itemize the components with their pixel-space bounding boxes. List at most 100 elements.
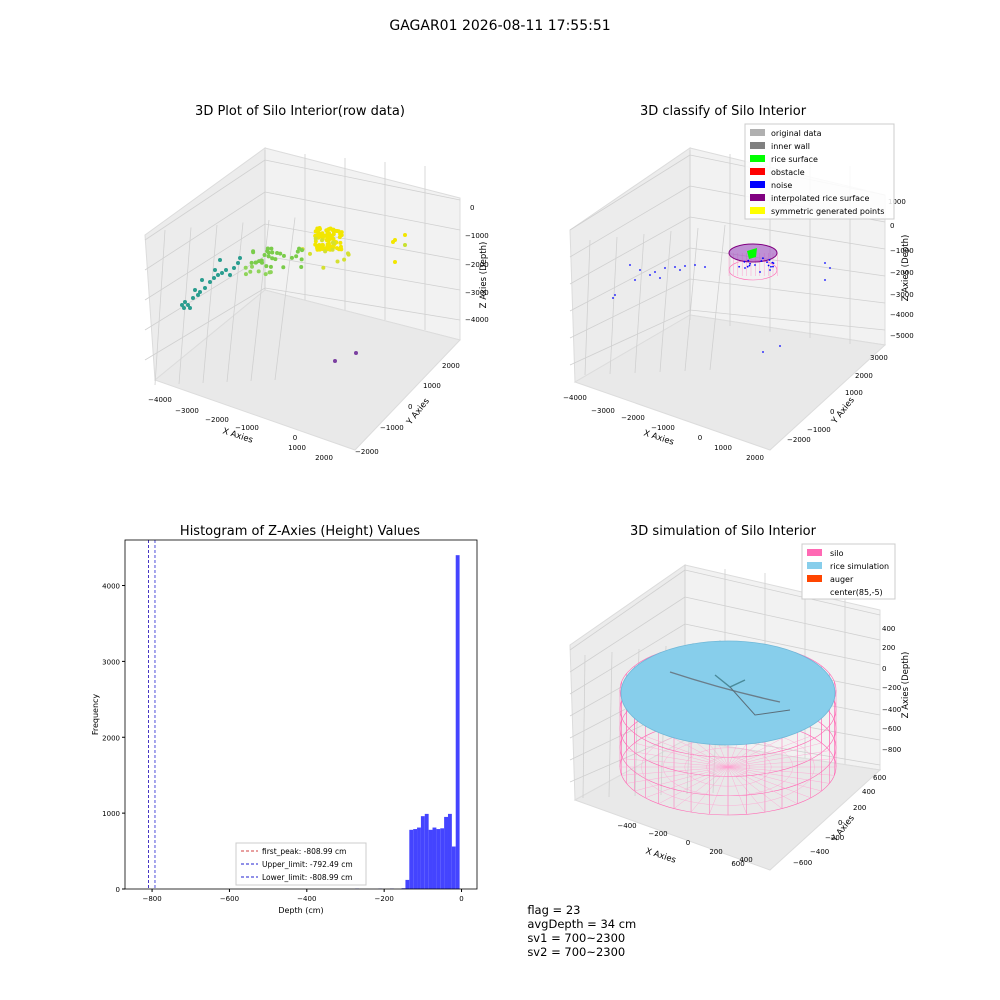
legend-swatch	[750, 181, 765, 188]
p4-xtick: −200	[648, 830, 667, 838]
scatter-point	[327, 235, 332, 240]
p4-ztick: 400	[882, 625, 895, 633]
noise-point	[769, 269, 771, 271]
p2-gridline	[689, 216, 886, 250]
noise-point	[759, 271, 761, 273]
scatter-point	[265, 249, 270, 254]
figure-title: GAGAR01 2026-08-11 17:55:51	[389, 18, 611, 34]
p4-xtick: 0	[686, 839, 690, 847]
scatter-point	[270, 250, 275, 255]
p2-gridline	[584, 239, 591, 376]
hist-frame	[124, 539, 478, 890]
hist-bar	[447, 813, 452, 889]
scatter-point	[236, 261, 240, 265]
p4-floor-pane	[573, 739, 882, 871]
silo-floor-spoke	[727, 766, 830, 784]
p1-gridline	[144, 191, 266, 271]
noise-point	[654, 271, 656, 273]
p4-gridline	[684, 596, 881, 641]
p2-xtick: −4000	[563, 394, 587, 402]
silo-floor-spoke	[690, 766, 729, 813]
p2-ztick: −4000	[890, 311, 914, 319]
legend-label: symmetric generated points	[771, 207, 884, 216]
p1-zlabel: Z Axies (Depth)	[479, 242, 489, 309]
hist-ytick: 2000	[102, 734, 120, 742]
p2-gridline	[684, 227, 699, 372]
status-flag: flag = 23	[527, 903, 581, 917]
p4-ytick: 0	[838, 819, 842, 827]
scatter-point	[335, 259, 340, 264]
scatter-point	[324, 228, 329, 233]
silo-floor-spoke	[645, 735, 729, 768]
legend-label: interpolated rice surface	[771, 194, 869, 203]
p2-gridline	[709, 224, 726, 371]
p4-ztick: −400	[882, 706, 901, 714]
scatter-point	[331, 241, 336, 246]
p1-gridline	[274, 217, 296, 381]
p1-floor-pane	[153, 289, 461, 451]
legend-label: rice surface	[771, 155, 818, 164]
scatter-point	[318, 232, 323, 237]
p1-ytick: 0	[408, 403, 412, 411]
silo-floor-spoke	[645, 766, 729, 799]
scatter-point	[188, 306, 192, 310]
scatter-point	[323, 249, 328, 254]
p2-gridline	[689, 247, 886, 277]
scatter-point	[330, 227, 335, 232]
scatter-point	[330, 244, 335, 249]
hist-bar	[455, 555, 460, 889]
p1-gridline	[264, 191, 461, 231]
noise-point	[768, 259, 771, 261]
scatter-point	[313, 236, 318, 241]
hist-legend-label: Upper_limit: -792.49 cm	[262, 860, 353, 869]
scatter-point	[212, 276, 216, 280]
silo-floor-spoke	[727, 742, 822, 768]
noise-point	[746, 265, 749, 268]
scatter-point	[268, 270, 273, 275]
legend-swatch	[750, 207, 765, 214]
hist-bar	[420, 816, 425, 889]
noise-point	[772, 265, 774, 268]
scatter-point	[321, 265, 326, 270]
scatter-point	[331, 236, 336, 241]
p1-xtick: −3000	[175, 407, 199, 415]
hist-ytick: 3000	[102, 658, 120, 666]
scatter-point	[337, 235, 342, 240]
p1-ztick: −1000	[465, 232, 489, 240]
noise-point	[762, 257, 764, 260]
p4-ytick: 600	[873, 774, 886, 782]
panel2-3d-classify: −4000 −3000 −2000 −1000 0 1000 2000 3000 2000 100…	[563, 123, 914, 462]
p2-gridline	[609, 236, 618, 375]
scatter-point	[403, 233, 407, 237]
p2-ztick: 0	[890, 222, 894, 230]
rice-surface	[747, 248, 757, 259]
noise-point	[754, 264, 756, 266]
legend-swatch	[750, 155, 765, 162]
p2-ztick: −3000	[890, 291, 914, 299]
panel1-title: 3D Plot of Silo Interior(row data)	[195, 104, 405, 119]
noise-point	[679, 269, 681, 271]
scatter-point	[220, 271, 224, 275]
p1-xtick: −4000	[148, 396, 172, 404]
p2-gridline	[689, 309, 886, 331]
hist-bar	[436, 829, 441, 889]
legend-swatch	[807, 549, 822, 556]
silo-floor-spoke	[673, 766, 729, 809]
noise-point	[770, 265, 772, 268]
p1-ztick: −2000	[465, 261, 489, 269]
p2-gridline	[569, 216, 691, 285]
p4-gridline	[569, 596, 686, 673]
noise-point	[684, 265, 686, 267]
legend-swatch	[750, 142, 765, 149]
scatter-point	[263, 272, 268, 277]
noise-point	[779, 345, 781, 347]
scatter-point	[403, 243, 407, 247]
p4-gridline	[684, 569, 881, 616]
scatter-point	[224, 268, 228, 272]
legend-label: auger	[830, 575, 854, 584]
panel3-title: Histogram of Z-Axies (Height) Values	[179, 524, 421, 539]
scatter-point	[315, 227, 320, 232]
scatter-point	[294, 254, 299, 259]
p2-zlabel: Z Axies (Depth)	[901, 235, 911, 302]
p2-ztick: −1000	[890, 247, 914, 255]
